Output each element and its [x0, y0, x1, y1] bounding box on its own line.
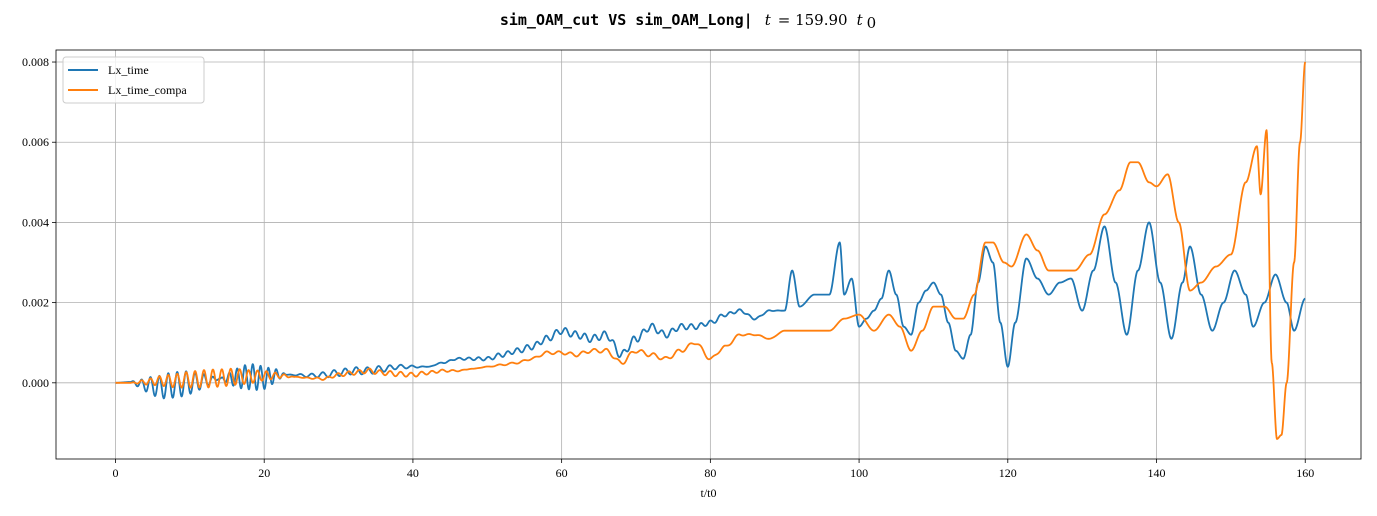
- plot-area: 0 20 40 60 80 100 120 140 160 0.0000.0020.0040.0…: [22, 49, 1362, 480]
- y-tick-label: 0.006: [22, 135, 49, 149]
- series-line-lx-time: [114, 221, 1306, 400]
- y-tick-label: 0.008: [22, 55, 49, 69]
- legend: Lx_time Lx_time_compa: [62, 56, 205, 104]
- chart-title-value: = 159.90: [778, 11, 848, 29]
- y-tick-label: 0.004: [22, 215, 49, 229]
- chart-title: sim_OAM_cut VS sim_OAM_Long| t = 159.90 …: [500, 11, 876, 32]
- y-tick-label: 0.000: [22, 376, 49, 390]
- x-tick-label: 160: [1296, 466, 1314, 480]
- chart-title-unit: t: [857, 11, 864, 29]
- series-lines: [114, 61, 1307, 440]
- x-axis-ticks: 0 20 40 60 80 100 120 140 160: [112, 459, 1314, 480]
- x-tick-label: 20: [258, 466, 270, 480]
- series-line-lx-time-compa: [114, 61, 1307, 440]
- x-tick-label: 100: [850, 466, 868, 480]
- legend-label-lx-time-compa: Lx_time_compa: [108, 83, 187, 97]
- y-axis-ticks: 0.000 0.002 0.004 0.006 0.008: [22, 55, 56, 390]
- x-tick-label: 60: [556, 466, 568, 480]
- x-tick-label: 0: [112, 466, 118, 480]
- legend-label-lx-time: Lx_time: [108, 63, 149, 77]
- legend-box: [62, 56, 205, 104]
- axes-frame: [55, 49, 1362, 460]
- chart-title-var: t: [765, 11, 772, 29]
- x-tick-label: 120: [999, 466, 1017, 480]
- x-tick-label: 140: [1148, 466, 1166, 480]
- chart-title-code: sim_OAM_cut VS sim_OAM_Long|: [500, 11, 753, 30]
- x-tick-label: 80: [704, 466, 716, 480]
- x-axis-label: t/t0: [700, 486, 716, 500]
- grid: [56, 50, 1361, 459]
- y-tick-label: 0.002: [22, 296, 49, 310]
- x-tick-label: 40: [407, 466, 419, 480]
- chart-title-unit-sub: 0: [867, 14, 877, 32]
